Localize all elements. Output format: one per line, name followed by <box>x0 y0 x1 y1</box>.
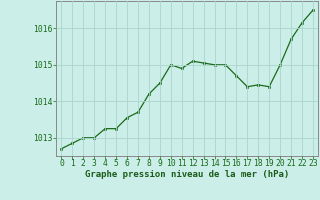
X-axis label: Graphe pression niveau de la mer (hPa): Graphe pression niveau de la mer (hPa) <box>85 170 289 179</box>
